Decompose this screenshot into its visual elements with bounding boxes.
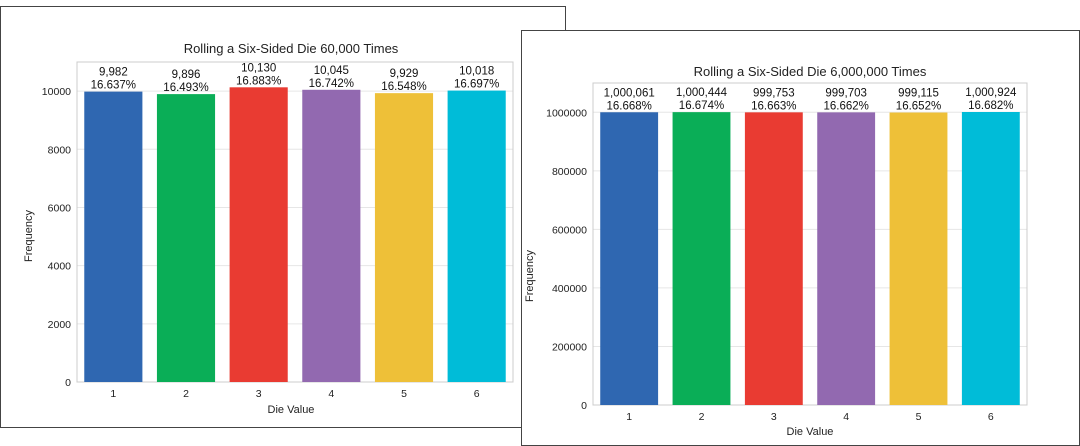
y-tick-label: 0	[581, 400, 587, 412]
y-tick-label: 8000	[48, 144, 72, 156]
bar-5	[889, 112, 948, 405]
bar-percent-label: 16.742%	[309, 78, 354, 90]
bar-6	[447, 90, 506, 383]
bar-count-label: 999,115	[898, 88, 939, 100]
y-tick-label: 400000	[552, 283, 587, 295]
plot-frame	[76, 61, 514, 383]
bar-percent-label: 16.662%	[823, 100, 868, 112]
x-tick-label: 3	[771, 411, 777, 423]
bar-percent-label: 16.697%	[454, 79, 499, 91]
x-tick-label: 5	[916, 411, 922, 423]
y-tick-label: 4000	[48, 261, 72, 273]
y-tick-label: 0	[65, 377, 71, 389]
x-tick-label: 6	[474, 388, 480, 400]
bar-count-label: 1,000,444	[676, 87, 728, 99]
bar-count-label: 9,929	[390, 68, 419, 80]
x-tick-label: 3	[256, 388, 262, 400]
plot-frame	[592, 82, 1028, 406]
bar-4	[817, 112, 876, 405]
x-tick-label: 1	[110, 388, 116, 400]
bar-count-label: 1,000,061	[604, 87, 655, 99]
x-axis-label: Die Value	[268, 404, 315, 416]
bar-2	[672, 112, 731, 405]
bar-percent-label: 16.682%	[968, 100, 1013, 112]
bar-percent-label: 16.493%	[163, 82, 208, 94]
bar-count-label: 1,000,924	[965, 87, 1017, 99]
x-tick-label: 2	[699, 411, 705, 423]
bar-count-label: 10,045	[314, 65, 349, 77]
bar-6	[961, 112, 1020, 405]
bar-percent-label: 16.548%	[381, 81, 426, 93]
y-tick-label: 800000	[552, 166, 587, 178]
y-tick-label: 10000	[42, 86, 71, 98]
bar-4	[302, 89, 361, 383]
y-axis-label: Frequency	[524, 250, 536, 302]
x-tick-label: 6	[988, 411, 994, 423]
chart-title: Rolling a Six-Sided Die 60,000 Times	[184, 41, 399, 56]
bar-1	[84, 91, 143, 382]
bar-count-label: 999,703	[825, 87, 867, 99]
bar-percent-label: 16.652%	[896, 101, 941, 113]
bar-count-label: 10,018	[459, 66, 494, 78]
bar-chart-6000000-rolls: Rolling a Six-Sided Die 6,000,000 Times …	[524, 64, 1028, 438]
y-axis-label: Frequency	[23, 210, 35, 262]
bar-1	[600, 112, 659, 405]
bar-percent-label: 16.883%	[236, 75, 281, 87]
bar-chart-60000-rolls: Rolling a Six-Sided Die 60,000 Times Die…	[23, 41, 514, 416]
bar-count-label: 10,130	[241, 62, 276, 74]
x-tick-label: 1	[626, 411, 632, 423]
y-tick-label: 2000	[48, 319, 72, 331]
x-tick-label: 4	[328, 388, 334, 400]
bar-5	[374, 93, 434, 382]
chart-title: Rolling a Six-Sided Die 6,000,000 Times	[694, 64, 927, 79]
y-tick-label: 6000	[48, 202, 72, 214]
x-tick-label: 2	[183, 388, 189, 400]
y-tick-label: 600000	[552, 224, 587, 236]
y-tick-label: 200000	[552, 341, 587, 353]
bar-count-label: 999,753	[753, 87, 795, 99]
bar-3	[744, 112, 803, 405]
x-tick-label: 4	[843, 411, 849, 423]
y-tick-label: 1000000	[546, 107, 587, 119]
chart-panel-60000: Rolling a Six-Sided Die 60,000 Times Die…	[0, 6, 566, 428]
bar-percent-label: 16.637%	[91, 80, 136, 92]
x-axis-label: Die Value	[787, 426, 834, 438]
bar-percent-label: 16.674%	[679, 100, 724, 112]
chart-panel-6000000: Rolling a Six-Sided Die 6,000,000 Times …	[521, 30, 1080, 446]
bar-3	[229, 87, 288, 383]
bar-count-label: 9,982	[99, 67, 128, 79]
bar-percent-label: 16.668%	[606, 100, 651, 112]
grid	[593, 111, 1027, 406]
x-tick-label: 5	[401, 388, 407, 400]
bar-percent-label: 16.663%	[751, 100, 796, 112]
bar-count-label: 9,896	[172, 69, 201, 81]
bar-2	[156, 94, 216, 382]
